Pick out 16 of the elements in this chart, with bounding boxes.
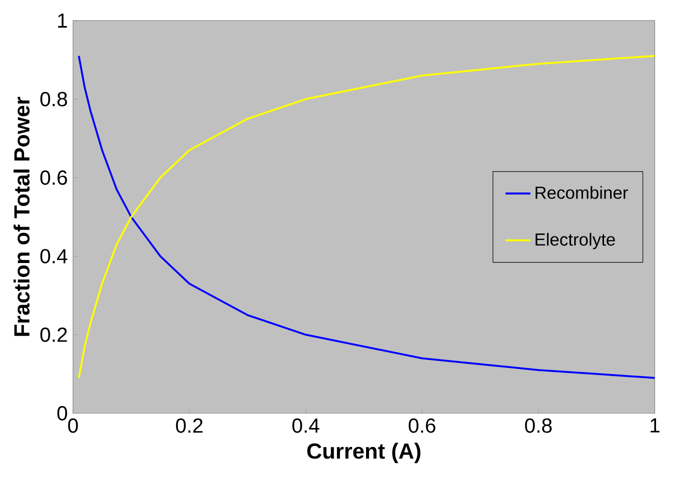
x-tick-label: 1 — [650, 418, 660, 433]
legend-label: Recombiner — [536, 186, 628, 200]
y-tick-label: 1 — [58, 14, 67, 28]
legend-label: Electrolyte — [536, 233, 615, 250]
y-tick-label: 0.6 — [40, 170, 67, 186]
x-axis-title: Current (A) — [307, 442, 420, 464]
y-axis-title: Fraction of Total Power — [14, 96, 30, 336]
x-tick-label: 0.8 — [525, 418, 552, 433]
x-tick-label: 0.6 — [408, 418, 436, 433]
y-tick-label: 0 — [57, 406, 68, 421]
y-tick-label: 0.2 — [40, 328, 67, 342]
x-tick-label: 0.2 — [176, 418, 203, 433]
y-tick-label: 0.4 — [40, 249, 68, 264]
x-tick-label: 0 — [68, 418, 78, 433]
y-tick-label: 0.8 — [40, 92, 68, 106]
x-tick-label: 0.4 — [292, 418, 320, 433]
